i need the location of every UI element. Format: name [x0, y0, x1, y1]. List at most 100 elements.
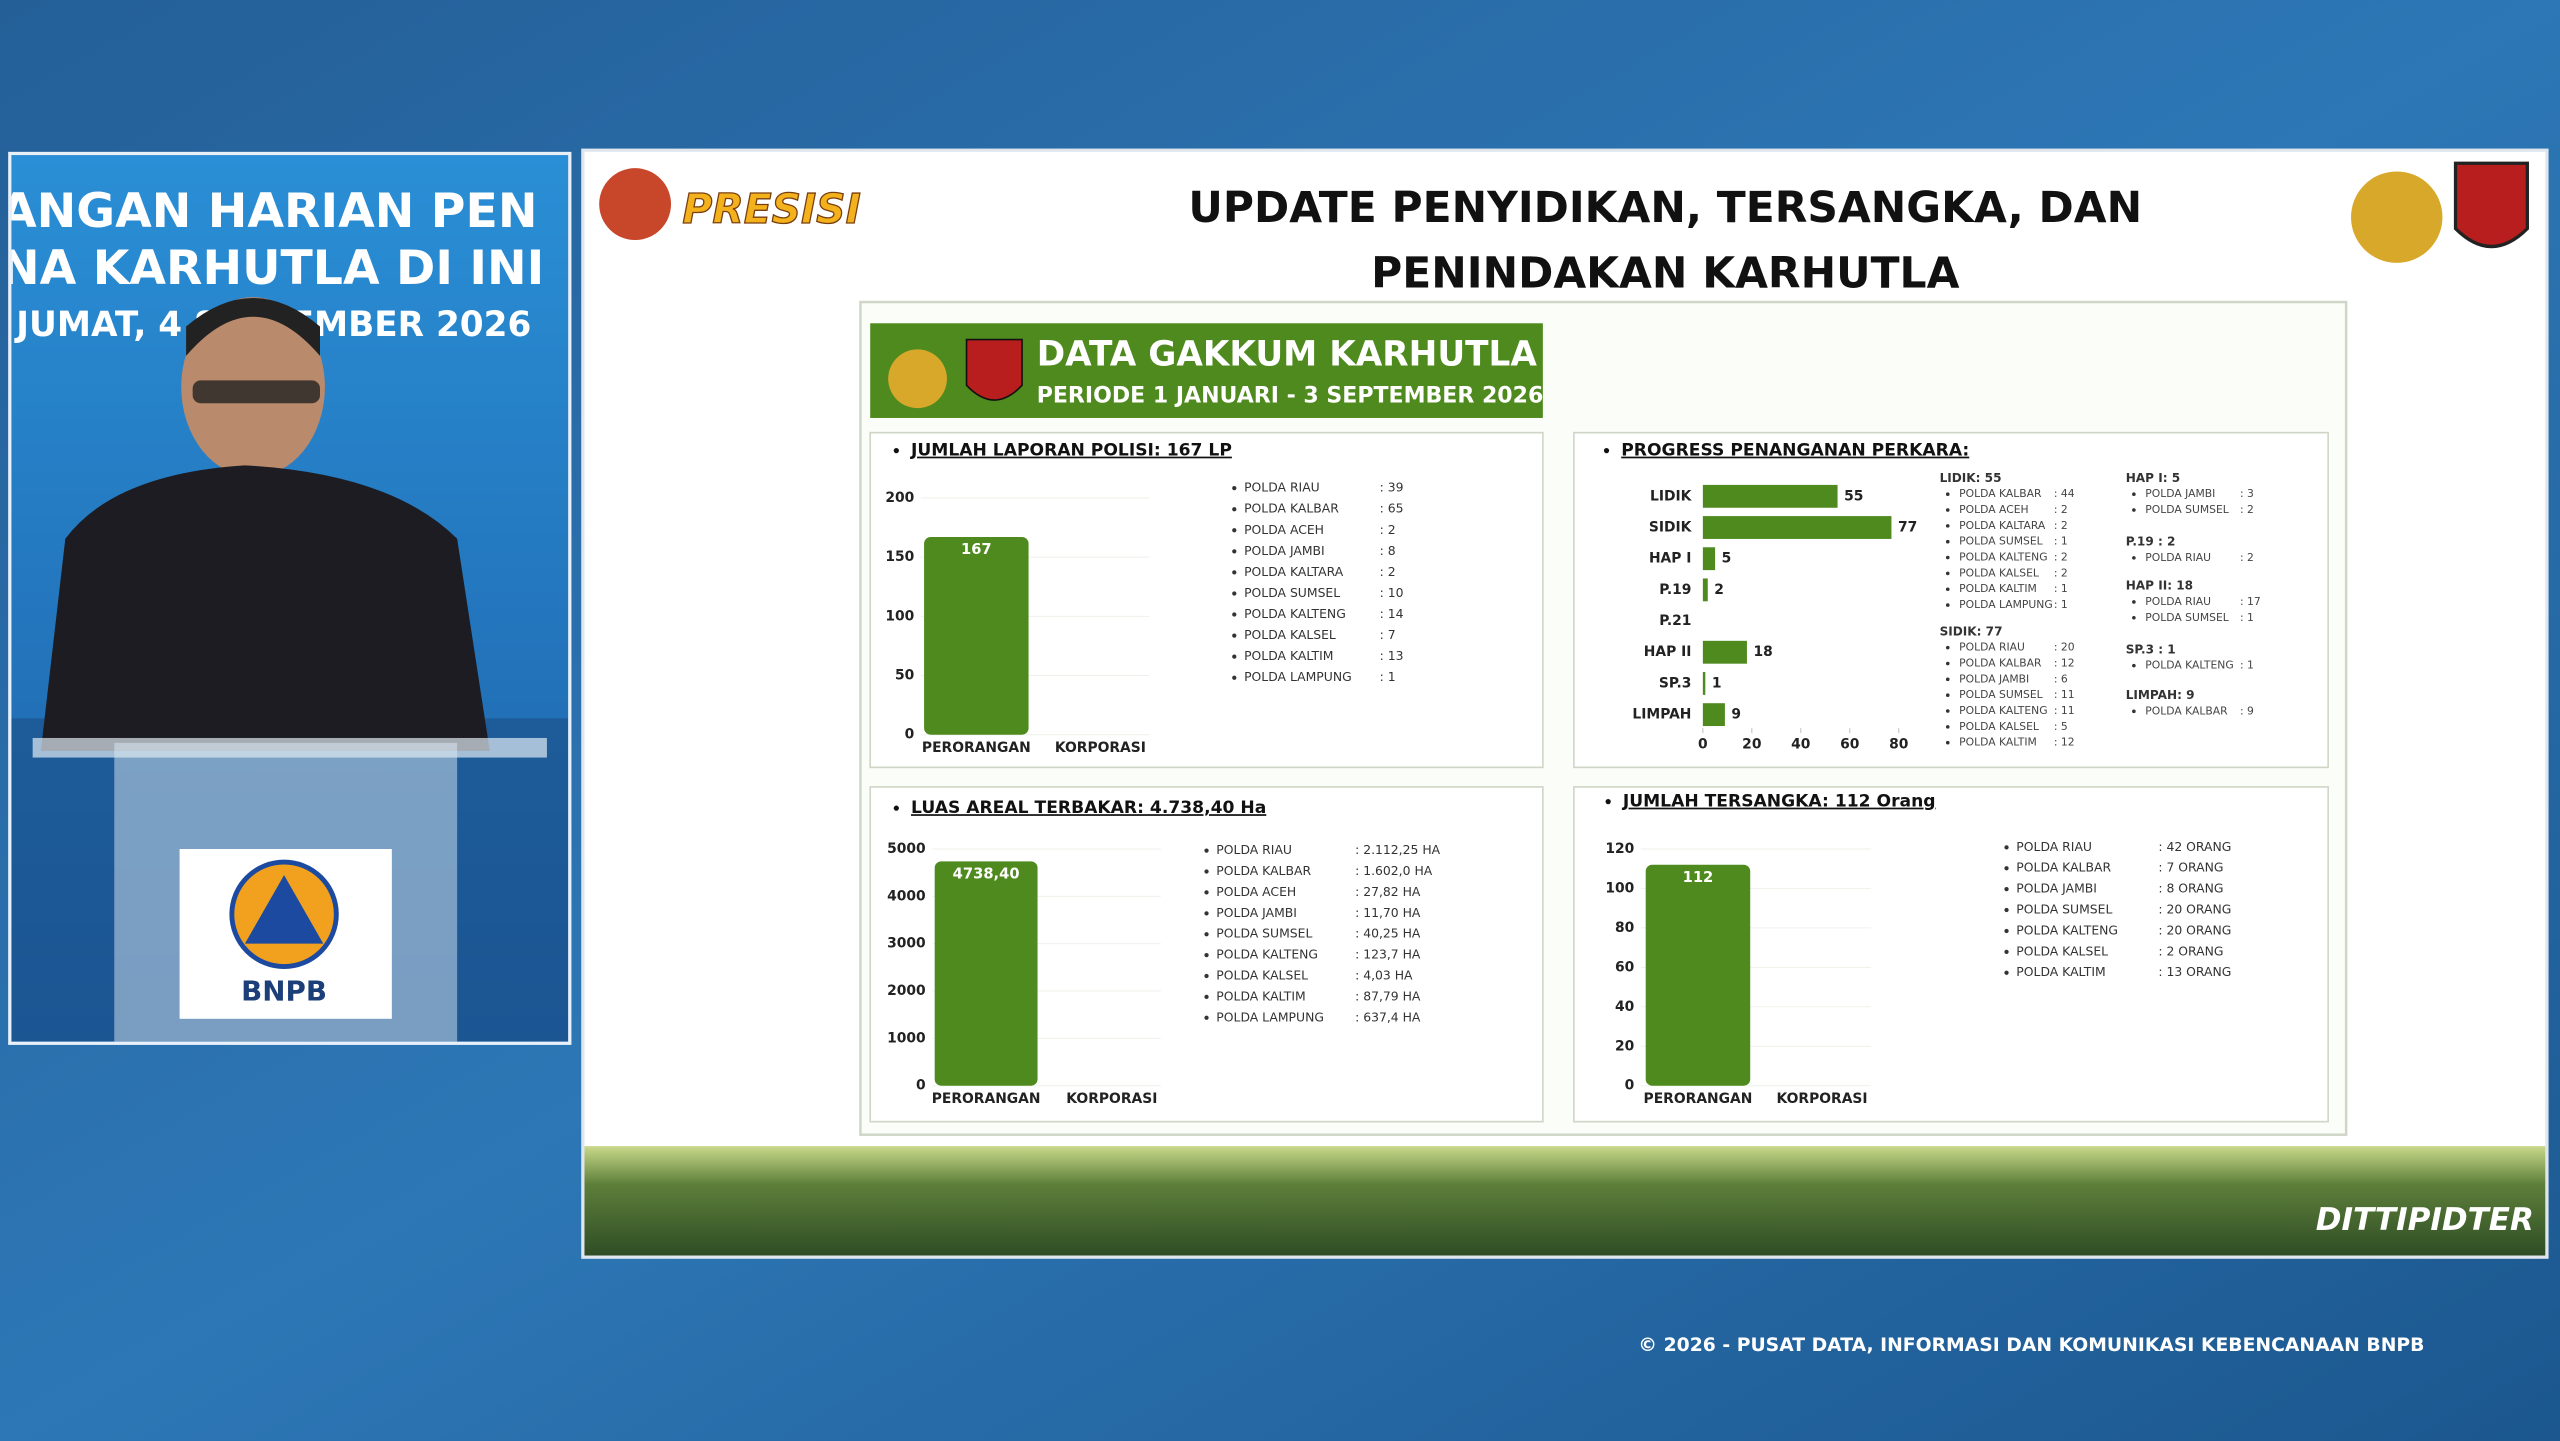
- group-heading: LIDIK: 55: [1940, 471, 2002, 485]
- y-tick-label: 80: [1615, 920, 1634, 936]
- list-label: POLDA LAMPUNG: [1244, 669, 1352, 684]
- video-frame: [8, 151, 572, 1045]
- bullet: [2004, 949, 2009, 954]
- list-label: POLDA SUMSEL: [2145, 503, 2229, 516]
- list-value: : 12: [2054, 736, 2075, 749]
- bullet: [1232, 633, 1237, 638]
- y-category-label: P.21: [1659, 613, 1691, 629]
- list-label: POLDA KALTENG: [1959, 551, 2047, 564]
- bullet: [2132, 709, 2136, 714]
- list-label: POLDA ACEH: [1216, 884, 1296, 899]
- list-label: POLDA KALTENG: [2145, 659, 2233, 672]
- list-label: POLDA KALTENG: [1244, 606, 1346, 621]
- data-label: 5: [1722, 551, 1732, 567]
- banner-emblem: [965, 338, 1023, 401]
- bar: [1702, 578, 1708, 602]
- list-value: : 123,7 HA: [1355, 947, 1421, 962]
- list-value: : 40,25 HA: [1355, 926, 1421, 941]
- y-tick-label: 3000: [887, 936, 926, 952]
- banner-period: PERIODE 1 JANUARI - 3 SEPTEMBER 2026: [1037, 384, 1544, 409]
- chart-panel: [1573, 431, 2329, 769]
- list-value: : 10: [1380, 585, 1404, 600]
- bullet: [1945, 645, 1950, 650]
- list-label: POLDA ACEH: [1244, 522, 1324, 537]
- banner-emblem: [888, 349, 947, 409]
- list-value: : 12: [2054, 657, 2075, 670]
- bullet: [2132, 508, 2136, 512]
- bullet: [893, 805, 899, 811]
- list-value: : 13: [1380, 648, 1404, 663]
- bullet: [1232, 507, 1237, 512]
- podium-text: BNPB: [241, 975, 327, 1008]
- list-value: : 1: [1380, 669, 1396, 684]
- list-label: POLDA ACEH: [1959, 503, 2028, 516]
- bullet: [1204, 890, 1209, 895]
- list-label: POLDA KALBAR: [2016, 860, 2111, 875]
- bar: [1645, 864, 1751, 1086]
- bullet: [1945, 603, 1950, 607]
- y-category-label: HAP II: [1644, 644, 1692, 660]
- bullet: [2004, 845, 2009, 850]
- y-category-label: P.19: [1659, 582, 1691, 598]
- data-label: 4738,40: [953, 865, 1020, 882]
- y-category-label: LIDIK: [1650, 488, 1693, 504]
- bullet: [1945, 725, 1950, 729]
- y-category-label: SIDIK: [1649, 520, 1693, 536]
- list-value: : 20 ORANG: [2158, 902, 2231, 917]
- bareskrim-emblem: [2453, 161, 2529, 249]
- list-value: : 1.602,0 HA: [1355, 863, 1433, 878]
- person-shirt: [40, 465, 490, 752]
- list-label: POLDA KALBAR: [1244, 501, 1339, 516]
- watermark: DITTIPIDTER: [2316, 1202, 2534, 1238]
- list-label: POLDA KALTIM: [1959, 582, 2037, 595]
- data-label: 2: [1714, 582, 1724, 598]
- bullet: [1232, 528, 1237, 533]
- x-tick-label: 20: [1742, 737, 1761, 753]
- list-value: : 637,4 HA: [1355, 1009, 1421, 1024]
- list-label: POLDA RIAU: [2016, 839, 2092, 854]
- bullet: [1204, 932, 1209, 937]
- bullet: [893, 448, 899, 454]
- bar: [924, 537, 1029, 735]
- list-label: POLDA LAMPUNG: [1959, 598, 2053, 611]
- bullet: [1204, 952, 1209, 958]
- bullet: [1945, 587, 1950, 592]
- y-tick-label: 1000: [887, 1030, 926, 1046]
- list-value: : 2: [2054, 566, 2068, 579]
- list-label: POLDA KALSEL: [1216, 968, 1308, 983]
- list-label: POLDA SUMSEL: [1959, 688, 2043, 701]
- list-label: POLDA SUMSEL: [2145, 611, 2229, 624]
- list-value: : 7 ORANG: [2158, 860, 2223, 875]
- list-label: POLDA RIAU: [1244, 480, 1320, 495]
- bullet: [1232, 570, 1237, 575]
- chart-title: JUMLAH LAPORAN POLISI: 167 LP: [910, 441, 1232, 461]
- list-value: : 1: [2240, 659, 2254, 672]
- list-value: : 11: [2054, 688, 2075, 701]
- list-label: POLDA KALTIM: [1244, 648, 1333, 663]
- list-value: : 8 ORANG: [2158, 881, 2223, 896]
- bar: [1702, 547, 1716, 571]
- group-heading: HAP II: 18: [2126, 579, 2193, 593]
- y-tick-label: 2000: [887, 983, 926, 999]
- list-label: POLDA KALTARA: [1959, 519, 2046, 532]
- list-value: : 2: [2054, 519, 2068, 532]
- bar: [1702, 672, 1706, 695]
- list-label: POLDA KALTIM: [1216, 988, 1305, 1003]
- person-glasses: [192, 380, 320, 404]
- banner-line: ANGAN HARIAN PEN: [0, 184, 537, 239]
- bullet: [2004, 907, 2009, 913]
- list-value: : 2: [2240, 551, 2254, 564]
- list-label: POLDA JAMBI: [1959, 672, 2029, 685]
- group-heading: P.19 : 2: [2126, 535, 2176, 549]
- list-value: : 39: [1380, 480, 1404, 495]
- chart-title: JUMLAH TERSANGKA: 112 Orang: [1622, 792, 1936, 812]
- data-label: 9: [1731, 707, 1741, 723]
- x-tick-label: PERORANGAN: [932, 1091, 1041, 1107]
- group-heading: SP.3 : 1: [2126, 642, 2176, 656]
- list-label: POLDA SUMSEL: [1959, 535, 2043, 548]
- bar: [934, 861, 1038, 1086]
- list-value: : 2 ORANG: [2158, 943, 2223, 958]
- bullet: [1204, 973, 1209, 979]
- bullet: [1232, 675, 1237, 680]
- bullet: [1232, 549, 1237, 554]
